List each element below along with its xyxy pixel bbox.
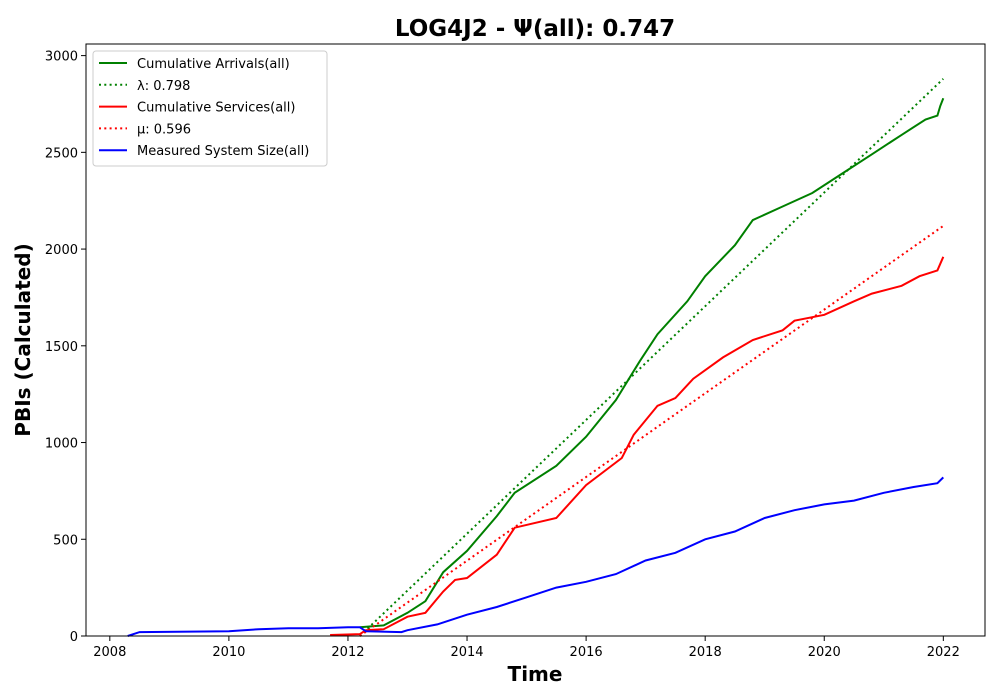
x-tick-label: 2018 bbox=[689, 645, 722, 660]
legend-entry-2: Cumulative Services(all) bbox=[137, 101, 295, 116]
legend-entry-4: Measured System Size(all) bbox=[137, 144, 309, 159]
x-tick-label: 2016 bbox=[570, 645, 603, 660]
series-line-0 bbox=[359, 97, 945, 629]
legend-entry-1: λ: 0.798 bbox=[137, 79, 190, 94]
x-tick-label: 2008 bbox=[93, 645, 126, 660]
legend-box bbox=[92, 50, 328, 167]
x-tick-label: 2020 bbox=[808, 645, 841, 660]
legend-entry-0: Cumulative Arrivals(all) bbox=[137, 57, 290, 72]
series-line-3 bbox=[359, 225, 944, 637]
chart-title: LOG4J2 - Ψ(all): 0.747 bbox=[395, 16, 675, 42]
y-tick-label: 500 bbox=[53, 533, 78, 548]
series-line-4 bbox=[127, 476, 945, 637]
y-tick-label: 3000 bbox=[45, 50, 78, 65]
y-axis-title: PBIs (Calculated) bbox=[11, 243, 35, 436]
axis-ticks: 2008 2010 2012 2014 2016 2018 2020 2022 0 500 1000… bbox=[45, 50, 960, 660]
plot-frame bbox=[85, 43, 986, 637]
series-line-2 bbox=[330, 256, 945, 636]
y-tick-label: 2500 bbox=[45, 146, 78, 161]
y-tick-label: 1500 bbox=[45, 340, 78, 355]
y-tick-label: 0 bbox=[70, 630, 78, 645]
legend-entry-3: μ: 0.596 bbox=[137, 122, 191, 137]
y-tick-label: 2000 bbox=[45, 243, 78, 258]
x-tick-label: 2014 bbox=[450, 645, 483, 660]
legend: Cumulative Arrivals(all) λ: 0.798 Cumulati… bbox=[92, 50, 328, 167]
plot-area bbox=[127, 78, 945, 637]
x-tick-label: 2022 bbox=[927, 645, 960, 660]
x-tick-label: 2010 bbox=[212, 645, 245, 660]
x-axis-title: Time bbox=[508, 662, 563, 686]
x-tick-label: 2012 bbox=[331, 645, 364, 660]
y-tick-label: 1000 bbox=[45, 437, 78, 452]
series-line-1 bbox=[359, 78, 944, 637]
